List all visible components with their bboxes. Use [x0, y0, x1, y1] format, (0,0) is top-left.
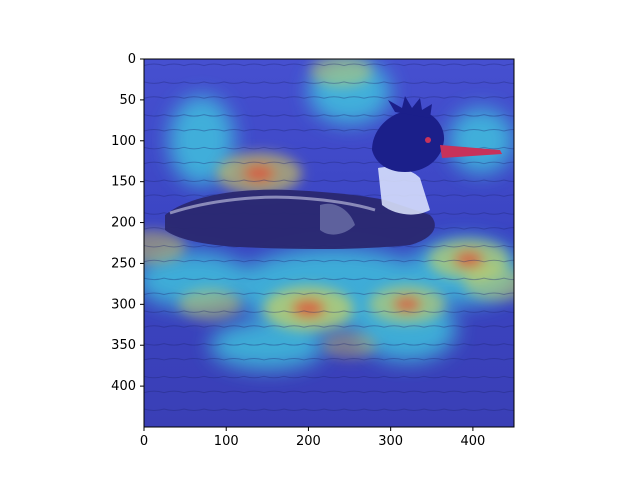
x-tick-label: 400 [460, 434, 485, 449]
duck-neck [378, 166, 430, 215]
water-ripple-line [144, 114, 514, 117]
duck-head [372, 110, 445, 172]
y-tick-label: 350 [111, 338, 136, 353]
heatmap-hotspot [322, 331, 377, 359]
water-ripple-line [144, 179, 514, 183]
x-tick-label: 0 [140, 434, 148, 449]
y-tick-label: 50 [119, 93, 136, 108]
x-tick-label: 100 [214, 434, 239, 449]
y-tick-label: 200 [111, 216, 136, 231]
x-tick-label: 300 [378, 434, 403, 449]
water-ripple-line [144, 277, 514, 281]
water-ripple-line [144, 96, 514, 99]
duck-eye [425, 137, 431, 143]
y-tick-label: 0 [128, 52, 136, 67]
water-ripple-line [144, 343, 514, 346]
duck-back-stripe [169, 195, 376, 215]
water-ripple-line [144, 259, 514, 263]
heatmap-hotspot-core [392, 296, 422, 313]
duck-silhouette [165, 96, 502, 250]
axes-frame [143, 58, 515, 428]
water-ripple-line [144, 408, 514, 412]
heatmap-hotspot [144, 230, 186, 264]
water-ripple-line [144, 390, 514, 394]
duck-crest [388, 96, 432, 118]
y-axis: 0 50 100 150 200 250 300 350 400 [111, 52, 144, 394]
water-ripple-line [144, 63, 514, 67]
water-ripple-line [144, 375, 514, 379]
y-tick-label: 250 [111, 256, 136, 271]
water-ripple-line [144, 128, 514, 132]
heatmap-hotspot [178, 288, 242, 321]
y-tick-label: 100 [111, 134, 136, 149]
x-axis: 0 100 200 300 400 [140, 427, 485, 449]
water-ripple-line [144, 357, 514, 361]
duck-wing [320, 203, 355, 235]
heatmap-hotspot [309, 59, 373, 87]
x-tick-label: 200 [296, 434, 321, 449]
water-ripple-line [144, 292, 514, 296]
heatmap-hotspot-core [291, 298, 326, 319]
duck-body [165, 189, 435, 250]
water-ripple-line [144, 161, 514, 165]
water-ripples [144, 63, 514, 412]
duck-beak [440, 145, 502, 158]
heatmap-cyan-region [209, 320, 325, 370]
image-plot-area [144, 59, 514, 427]
y-tick-label: 400 [111, 379, 136, 394]
heatmap-hotspot-core [243, 164, 276, 183]
heatmap-hotspot [463, 267, 514, 301]
water-ripple-line [144, 310, 514, 313]
y-tick-label: 150 [111, 175, 136, 190]
water-ripple-line [144, 81, 514, 84]
heatmap-cyan-region [168, 95, 235, 186]
heatmap-cyan-region [448, 108, 514, 174]
heatmap-hotspot-core [453, 250, 484, 269]
y-tick-label: 300 [111, 297, 136, 312]
water-ripple-line [144, 325, 514, 328]
